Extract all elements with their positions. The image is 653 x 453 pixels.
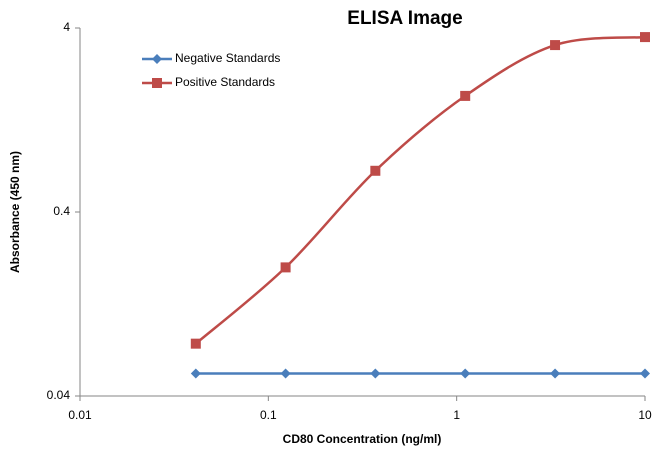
data-point — [550, 368, 561, 379]
x-tick-label: 0.01 — [68, 408, 92, 422]
x-axis-label: CD80 Concentration (ng/ml) — [283, 432, 442, 446]
data-point — [460, 368, 471, 379]
y-tick-label: 0.4 — [53, 204, 70, 218]
data-point — [370, 368, 381, 379]
data-point — [550, 40, 561, 51]
y-axis-label: Absorbance (450 nm) — [8, 151, 22, 273]
legend-label: Negative Standards — [175, 51, 280, 65]
data-point — [190, 368, 201, 379]
data-point — [280, 368, 291, 379]
chart-title: ELISA Image — [347, 8, 462, 29]
x-tick-label: 0.1 — [260, 408, 277, 422]
legend-label: Positive Standards — [175, 75, 275, 89]
data-point — [370, 165, 381, 176]
data-point — [640, 368, 650, 379]
data-point — [280, 262, 291, 273]
data-point — [460, 90, 471, 101]
legend-marker — [152, 78, 162, 88]
x-tick-label: 10 — [638, 408, 652, 422]
x-tick-label: 1 — [453, 408, 460, 422]
y-tick-label: 4 — [63, 20, 70, 34]
data-point — [640, 32, 650, 43]
legend-marker — [152, 54, 162, 64]
data-point — [190, 338, 201, 349]
y-tick-label: 0.04 — [47, 388, 71, 402]
